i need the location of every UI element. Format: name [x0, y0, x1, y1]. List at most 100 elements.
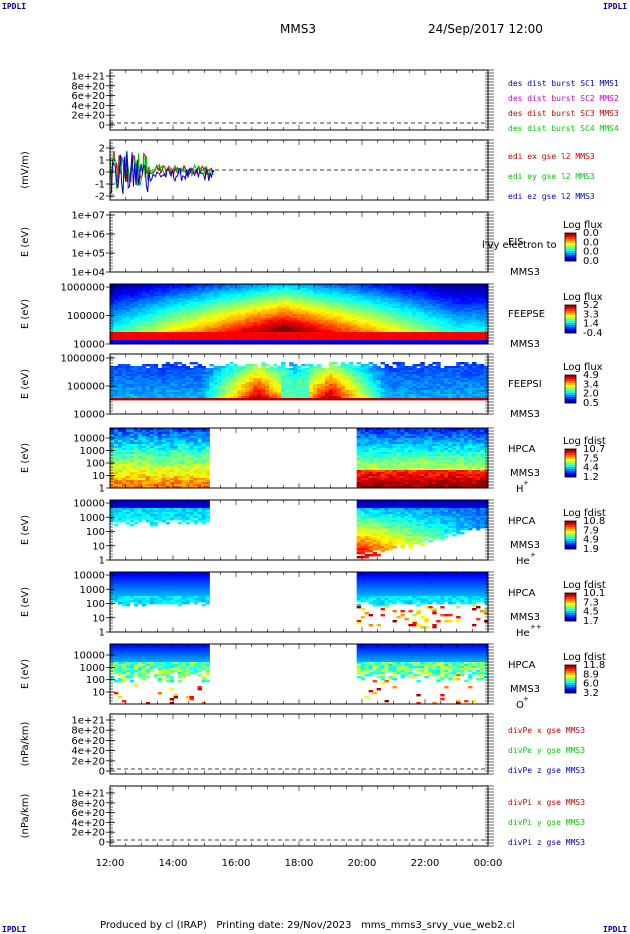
heatmap-cell [121, 298, 127, 301]
heatmap-cell [344, 384, 350, 387]
heatmap-cell [217, 374, 222, 377]
heatmap-cell [420, 334, 425, 337]
heatmap-cell [229, 338, 234, 341]
heatmap-cell [157, 398, 163, 401]
heatmap-cell [464, 366, 469, 369]
heatmap-cell [289, 374, 294, 377]
heatmap-cell [141, 292, 147, 295]
heatmap-cell [308, 286, 314, 289]
heatmap-cell [110, 318, 115, 321]
heatmap-cell [432, 388, 437, 391]
heatmap-cell [213, 304, 218, 307]
heatmap-cell [388, 340, 393, 343]
heatmap-cell [285, 386, 290, 389]
heatmap-cell [440, 370, 445, 373]
heatmap-cell [221, 306, 226, 309]
heatmap-cell [444, 370, 449, 373]
heatmap-cell [348, 336, 354, 339]
heatmap-cell [380, 382, 385, 385]
heatmap-cell [185, 380, 190, 383]
heatmap-cell [416, 392, 421, 395]
heatmap-cell [209, 376, 214, 379]
heatmap-cell [440, 290, 445, 293]
heatmap-cell [137, 380, 143, 383]
heatmap-cell [452, 380, 457, 383]
heatmap-cell [110, 300, 115, 303]
heatmap-cell [145, 288, 151, 291]
heatmap-cell [173, 320, 179, 323]
heatmap-cell [153, 386, 159, 389]
heatmap-cell [340, 312, 346, 315]
heatmap-cell [145, 290, 151, 293]
heatmap-cell [141, 372, 147, 375]
heatmap-cell [265, 376, 270, 379]
heatmap-cell [297, 290, 302, 293]
heatmap-cell [173, 306, 179, 309]
heatmap-cell [161, 302, 167, 305]
heatmap-cell [468, 290, 473, 293]
heatmap-cell [245, 296, 250, 299]
heatmap-cell [484, 288, 489, 291]
heatmap-cell [392, 304, 397, 307]
heatmap-cell [293, 322, 298, 325]
heatmap-cell [404, 290, 409, 293]
heatmap-cell [448, 318, 453, 321]
heatmap-cell [297, 382, 302, 385]
heatmap-cell [209, 306, 214, 309]
heatmap-cell [237, 310, 242, 313]
heatmap-cell [113, 298, 119, 301]
heatmap-cell [416, 320, 421, 323]
heatmap-cell [169, 288, 175, 291]
heatmap-cell [205, 332, 210, 335]
heatmap-cell [165, 306, 171, 309]
heatmap-cell [209, 384, 214, 387]
heatmap-cell [456, 286, 461, 289]
heatmap-cell [157, 388, 163, 391]
heatmap-cell [277, 334, 282, 337]
heatmap-cell [189, 290, 194, 293]
heatmap-cell [416, 380, 421, 383]
heatmap-cell [300, 380, 306, 383]
heatmap-cell [408, 292, 413, 295]
heatmap-cell [332, 324, 338, 327]
heatmap-cell [428, 316, 433, 319]
heatmap-cell [201, 298, 206, 301]
heatmap-cell [304, 368, 310, 371]
heatmap-cell [161, 314, 167, 317]
heatmap-cell [460, 332, 465, 335]
heatmap-cell [324, 378, 330, 381]
heatmap-cell [392, 372, 397, 375]
heatmap-cell [193, 318, 198, 321]
heatmap-cell [177, 384, 183, 387]
heatmap-cell [205, 320, 210, 323]
heatmap-cell [149, 334, 155, 337]
heatmap-cell [149, 324, 155, 327]
heatmap-cell [293, 300, 298, 303]
heatmap-cell [392, 342, 397, 345]
heatmap-cell [133, 372, 139, 375]
heatmap-cell [181, 308, 186, 311]
heatmap-cell [448, 324, 453, 327]
heatmap-cell [400, 288, 405, 291]
heatmap-cell [113, 340, 119, 343]
heatmap-cell [360, 328, 366, 331]
heatmap-cell [344, 398, 350, 401]
heatmap-cell [308, 322, 314, 325]
heatmap-cell [189, 378, 194, 381]
heatmap-cell [205, 304, 210, 307]
heatmap-cell [197, 324, 202, 327]
heatmap-cell [197, 288, 202, 291]
heatmap-cell [205, 298, 210, 301]
heatmap-cell [308, 290, 314, 293]
heatmap-cell [368, 388, 374, 391]
heatmap-cell [277, 374, 282, 377]
heatmap-cell [161, 284, 167, 287]
heatmap-cell [436, 310, 441, 313]
heatmap-cell [464, 362, 469, 365]
heatmap-cell [368, 372, 374, 375]
heatmap-cell [332, 336, 338, 339]
spacecraft-label: MMS3 [510, 339, 540, 350]
heatmap-cell [416, 378, 421, 381]
colorbar-tick-label: 1.4 [583, 319, 599, 330]
heatmap-cell [281, 384, 286, 387]
